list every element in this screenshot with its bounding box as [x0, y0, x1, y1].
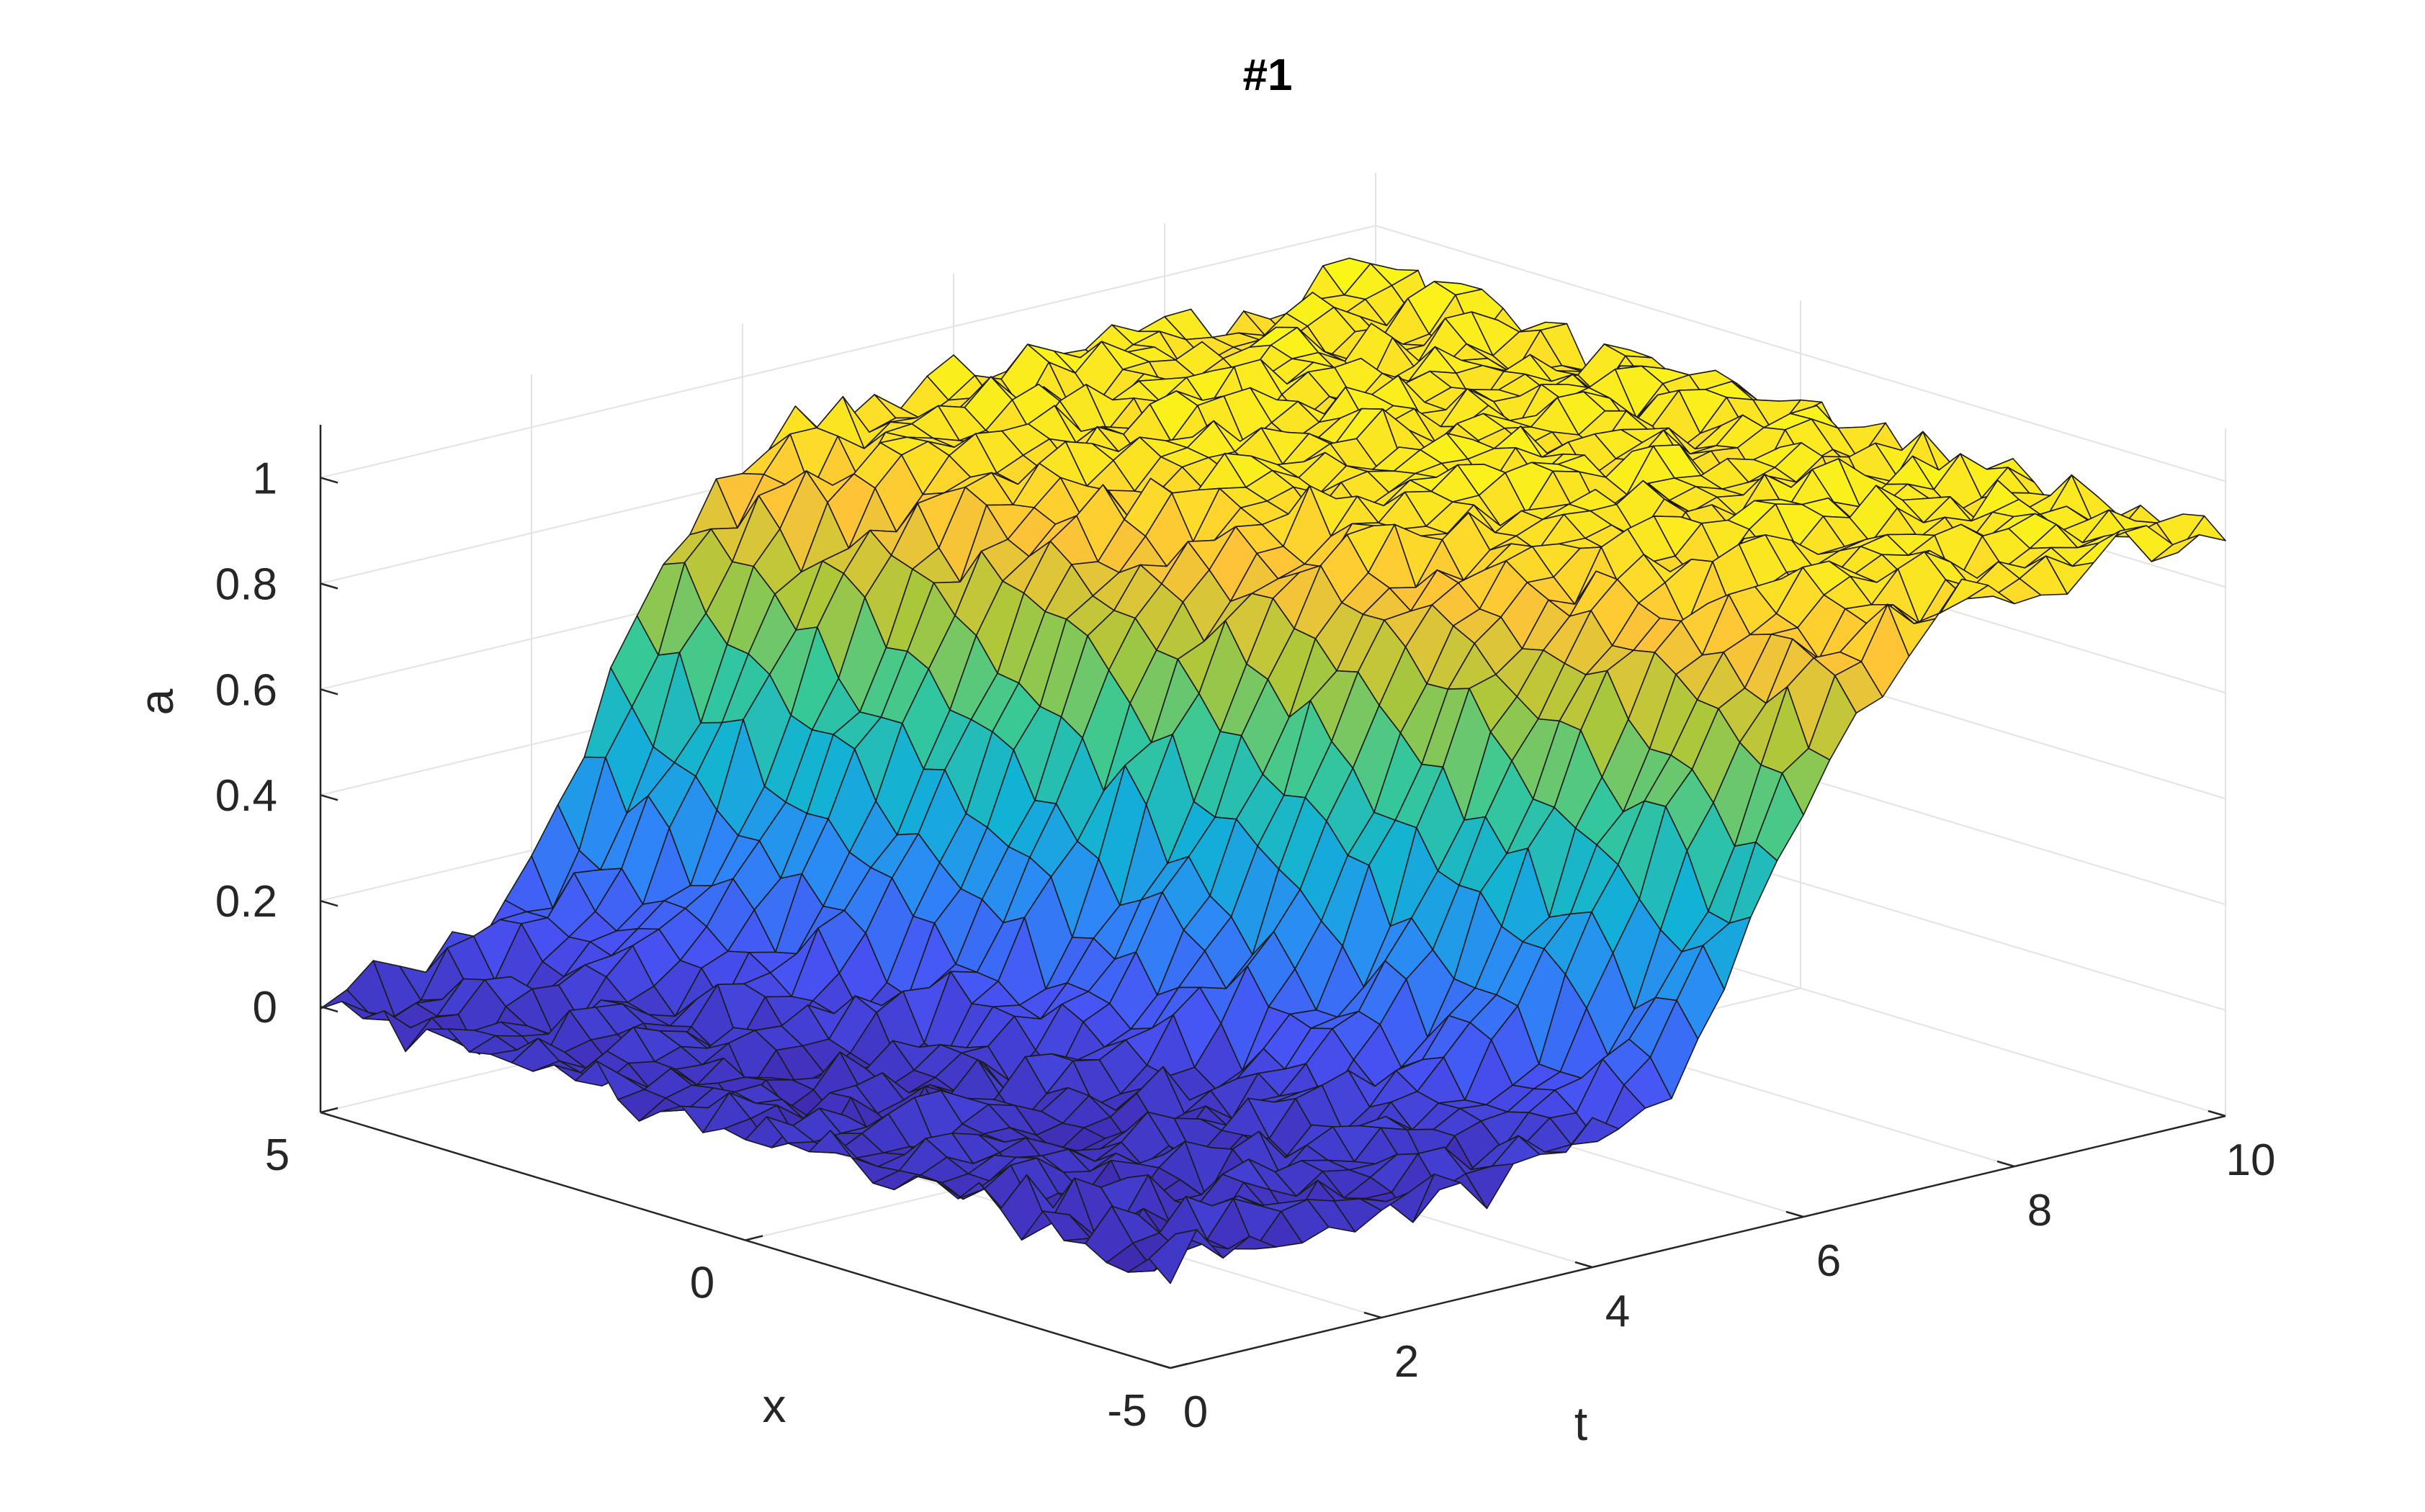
grid-line — [320, 225, 1376, 479]
x-axis-label: x — [763, 1379, 786, 1432]
t-tick — [1152, 1362, 1171, 1369]
a-tick — [320, 794, 339, 801]
a-tick-label: 0.2 — [215, 877, 277, 927]
t-tick — [1996, 1160, 2015, 1168]
t-tick-label: 8 — [2027, 1186, 2052, 1236]
x-tick — [320, 1107, 339, 1114]
t-tick-label: 10 — [2226, 1135, 2276, 1185]
x-tick — [745, 1235, 763, 1241]
x-tick-label: -5 — [1107, 1386, 1147, 1436]
t-tick — [1785, 1210, 1804, 1218]
a-tick-label: 0.4 — [215, 771, 277, 821]
t-tick — [1363, 1311, 1382, 1319]
t-tick — [1574, 1261, 1593, 1269]
x-tick — [1170, 1362, 1188, 1369]
a-tick — [320, 1005, 339, 1013]
x-tick-label: 5 — [265, 1130, 290, 1180]
a-tick-label: 0.8 — [215, 559, 277, 609]
a-tick — [320, 477, 339, 484]
axis-ticks: 0 2 4 6 8 10 -5 0 5 0 0.2 0.4 0.6 0.8 1 — [215, 454, 2276, 1437]
a-tick-label: 0 — [253, 983, 277, 1032]
a-tick — [320, 582, 339, 590]
x-tick-label: 0 — [690, 1259, 714, 1308]
t-tick-label: 2 — [1394, 1337, 1419, 1387]
t-tick-label: 4 — [1605, 1287, 1630, 1336]
t-axis-label: t — [1574, 1397, 1587, 1450]
a-tick-label: 0.6 — [215, 665, 277, 715]
surface-patch — [1148, 1229, 1198, 1284]
a-tick — [320, 688, 339, 696]
chart-title: #1 — [1243, 50, 1293, 100]
t-tick-label: 0 — [1183, 1387, 1208, 1437]
a-tick-label: 1 — [253, 454, 277, 503]
t-tick-label: 6 — [1816, 1236, 1841, 1286]
a-tick — [320, 899, 339, 907]
a-axis-label: a — [130, 688, 183, 715]
surface-mesh — [320, 257, 2226, 1284]
t-axis-line — [1170, 1115, 2226, 1369]
t-tick — [2207, 1110, 2226, 1117]
